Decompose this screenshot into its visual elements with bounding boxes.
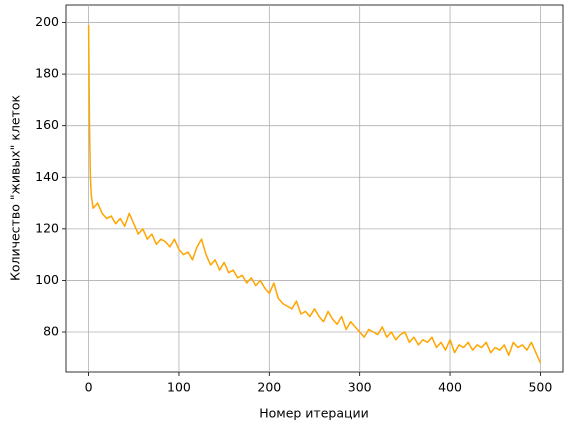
y-axis-label: Количество "живых" клеток bbox=[8, 95, 23, 282]
y-tick-label: 140 bbox=[35, 169, 59, 184]
data-line bbox=[87, 25, 542, 364]
y-tick-label: 180 bbox=[35, 66, 59, 81]
y-tick-label: 80 bbox=[43, 324, 59, 339]
x-tick-label: 0 bbox=[85, 380, 93, 395]
y-tick-label: 200 bbox=[35, 14, 59, 29]
y-tick-label: 100 bbox=[35, 272, 59, 287]
plot-frame bbox=[65, 4, 564, 373]
x-tick-label: 200 bbox=[257, 380, 281, 395]
x-tick-label: 400 bbox=[438, 380, 462, 395]
y-tick-label: 160 bbox=[35, 117, 59, 132]
x-tick-label: 100 bbox=[167, 380, 191, 395]
x-tick-label: 300 bbox=[348, 380, 372, 395]
x-tick-label: 500 bbox=[528, 380, 552, 395]
x-axis-label: Номер итерации bbox=[259, 406, 369, 421]
y-tick-label: 120 bbox=[35, 220, 59, 235]
